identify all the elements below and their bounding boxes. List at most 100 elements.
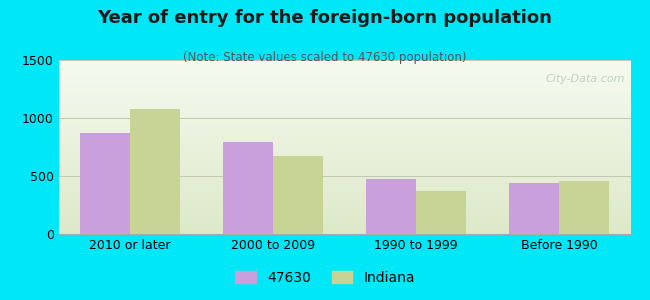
Bar	[58, 123, 630, 124]
Bar	[58, 69, 630, 70]
Bar	[58, 72, 630, 74]
Bar	[58, 222, 630, 224]
Bar	[58, 110, 630, 112]
Bar	[58, 168, 630, 170]
Bar	[58, 82, 630, 84]
Bar	[58, 100, 630, 102]
Bar	[58, 105, 630, 107]
Bar	[58, 145, 630, 147]
Bar	[58, 185, 630, 187]
Bar	[58, 88, 630, 90]
Bar	[58, 175, 630, 177]
Bar	[58, 154, 630, 156]
Bar	[58, 208, 630, 210]
Bar	[58, 142, 630, 143]
Bar	[58, 213, 630, 215]
Bar	[416, 190, 466, 234]
Bar	[58, 230, 630, 232]
Bar	[58, 199, 630, 201]
Bar	[58, 128, 630, 130]
Bar	[58, 224, 630, 225]
Bar	[58, 182, 630, 184]
Bar	[58, 177, 630, 178]
Bar	[58, 130, 630, 131]
Text: Year of entry for the foreign-born population: Year of entry for the foreign-born popul…	[98, 9, 552, 27]
Bar	[58, 192, 630, 194]
Bar	[58, 109, 630, 110]
Bar	[58, 84, 630, 86]
Bar	[58, 95, 630, 97]
Bar	[58, 119, 630, 121]
Bar	[58, 204, 630, 206]
Bar	[58, 161, 630, 163]
Bar	[58, 164, 630, 166]
Bar	[58, 180, 630, 182]
Bar	[58, 112, 630, 114]
Bar	[58, 133, 630, 135]
Bar	[58, 91, 630, 93]
Bar	[58, 76, 630, 77]
Bar	[58, 86, 630, 88]
Bar	[58, 143, 630, 145]
Bar	[58, 136, 630, 138]
Bar	[58, 232, 630, 234]
Bar	[58, 121, 630, 123]
Bar	[58, 220, 630, 222]
Bar	[58, 197, 630, 199]
Bar	[58, 126, 630, 128]
Bar	[130, 109, 180, 234]
Bar	[58, 194, 630, 196]
Bar	[58, 149, 630, 151]
Bar	[58, 79, 630, 81]
Bar	[58, 171, 630, 173]
Bar	[58, 166, 630, 168]
Bar	[58, 212, 630, 213]
Bar	[58, 117, 630, 119]
Bar	[58, 138, 630, 140]
Bar	[58, 196, 630, 197]
Bar	[58, 225, 630, 227]
Bar	[58, 65, 630, 67]
Bar	[559, 181, 609, 234]
Bar	[58, 215, 630, 217]
Bar	[58, 93, 630, 95]
Bar	[58, 98, 630, 100]
Bar	[58, 140, 630, 142]
Bar	[273, 156, 323, 234]
Bar	[58, 187, 630, 189]
Bar	[58, 201, 630, 203]
Bar	[58, 218, 630, 220]
Bar	[58, 102, 630, 103]
Bar	[58, 77, 630, 79]
Bar	[58, 62, 630, 64]
Bar	[58, 64, 630, 65]
Bar	[58, 152, 630, 154]
Bar	[58, 70, 630, 72]
Bar	[58, 135, 630, 137]
Bar	[58, 184, 630, 185]
Bar	[58, 60, 630, 62]
Bar	[80, 133, 130, 234]
Bar	[58, 189, 630, 190]
Bar	[58, 163, 630, 164]
Bar	[58, 190, 630, 192]
Text: City-Data.com: City-Data.com	[545, 74, 625, 84]
Bar	[509, 183, 559, 234]
Bar	[58, 131, 630, 133]
Bar	[58, 203, 630, 204]
Bar	[58, 158, 630, 159]
Bar	[58, 103, 630, 105]
Bar	[58, 217, 630, 218]
Bar	[58, 159, 630, 161]
Bar	[223, 142, 273, 234]
Bar	[58, 156, 630, 158]
Bar	[58, 116, 630, 117]
Bar	[58, 67, 630, 69]
Bar	[58, 227, 630, 229]
Bar	[58, 147, 630, 149]
Bar	[58, 90, 630, 91]
Bar	[58, 229, 630, 230]
Bar	[58, 74, 630, 76]
Bar	[58, 151, 630, 152]
Bar	[58, 107, 630, 109]
